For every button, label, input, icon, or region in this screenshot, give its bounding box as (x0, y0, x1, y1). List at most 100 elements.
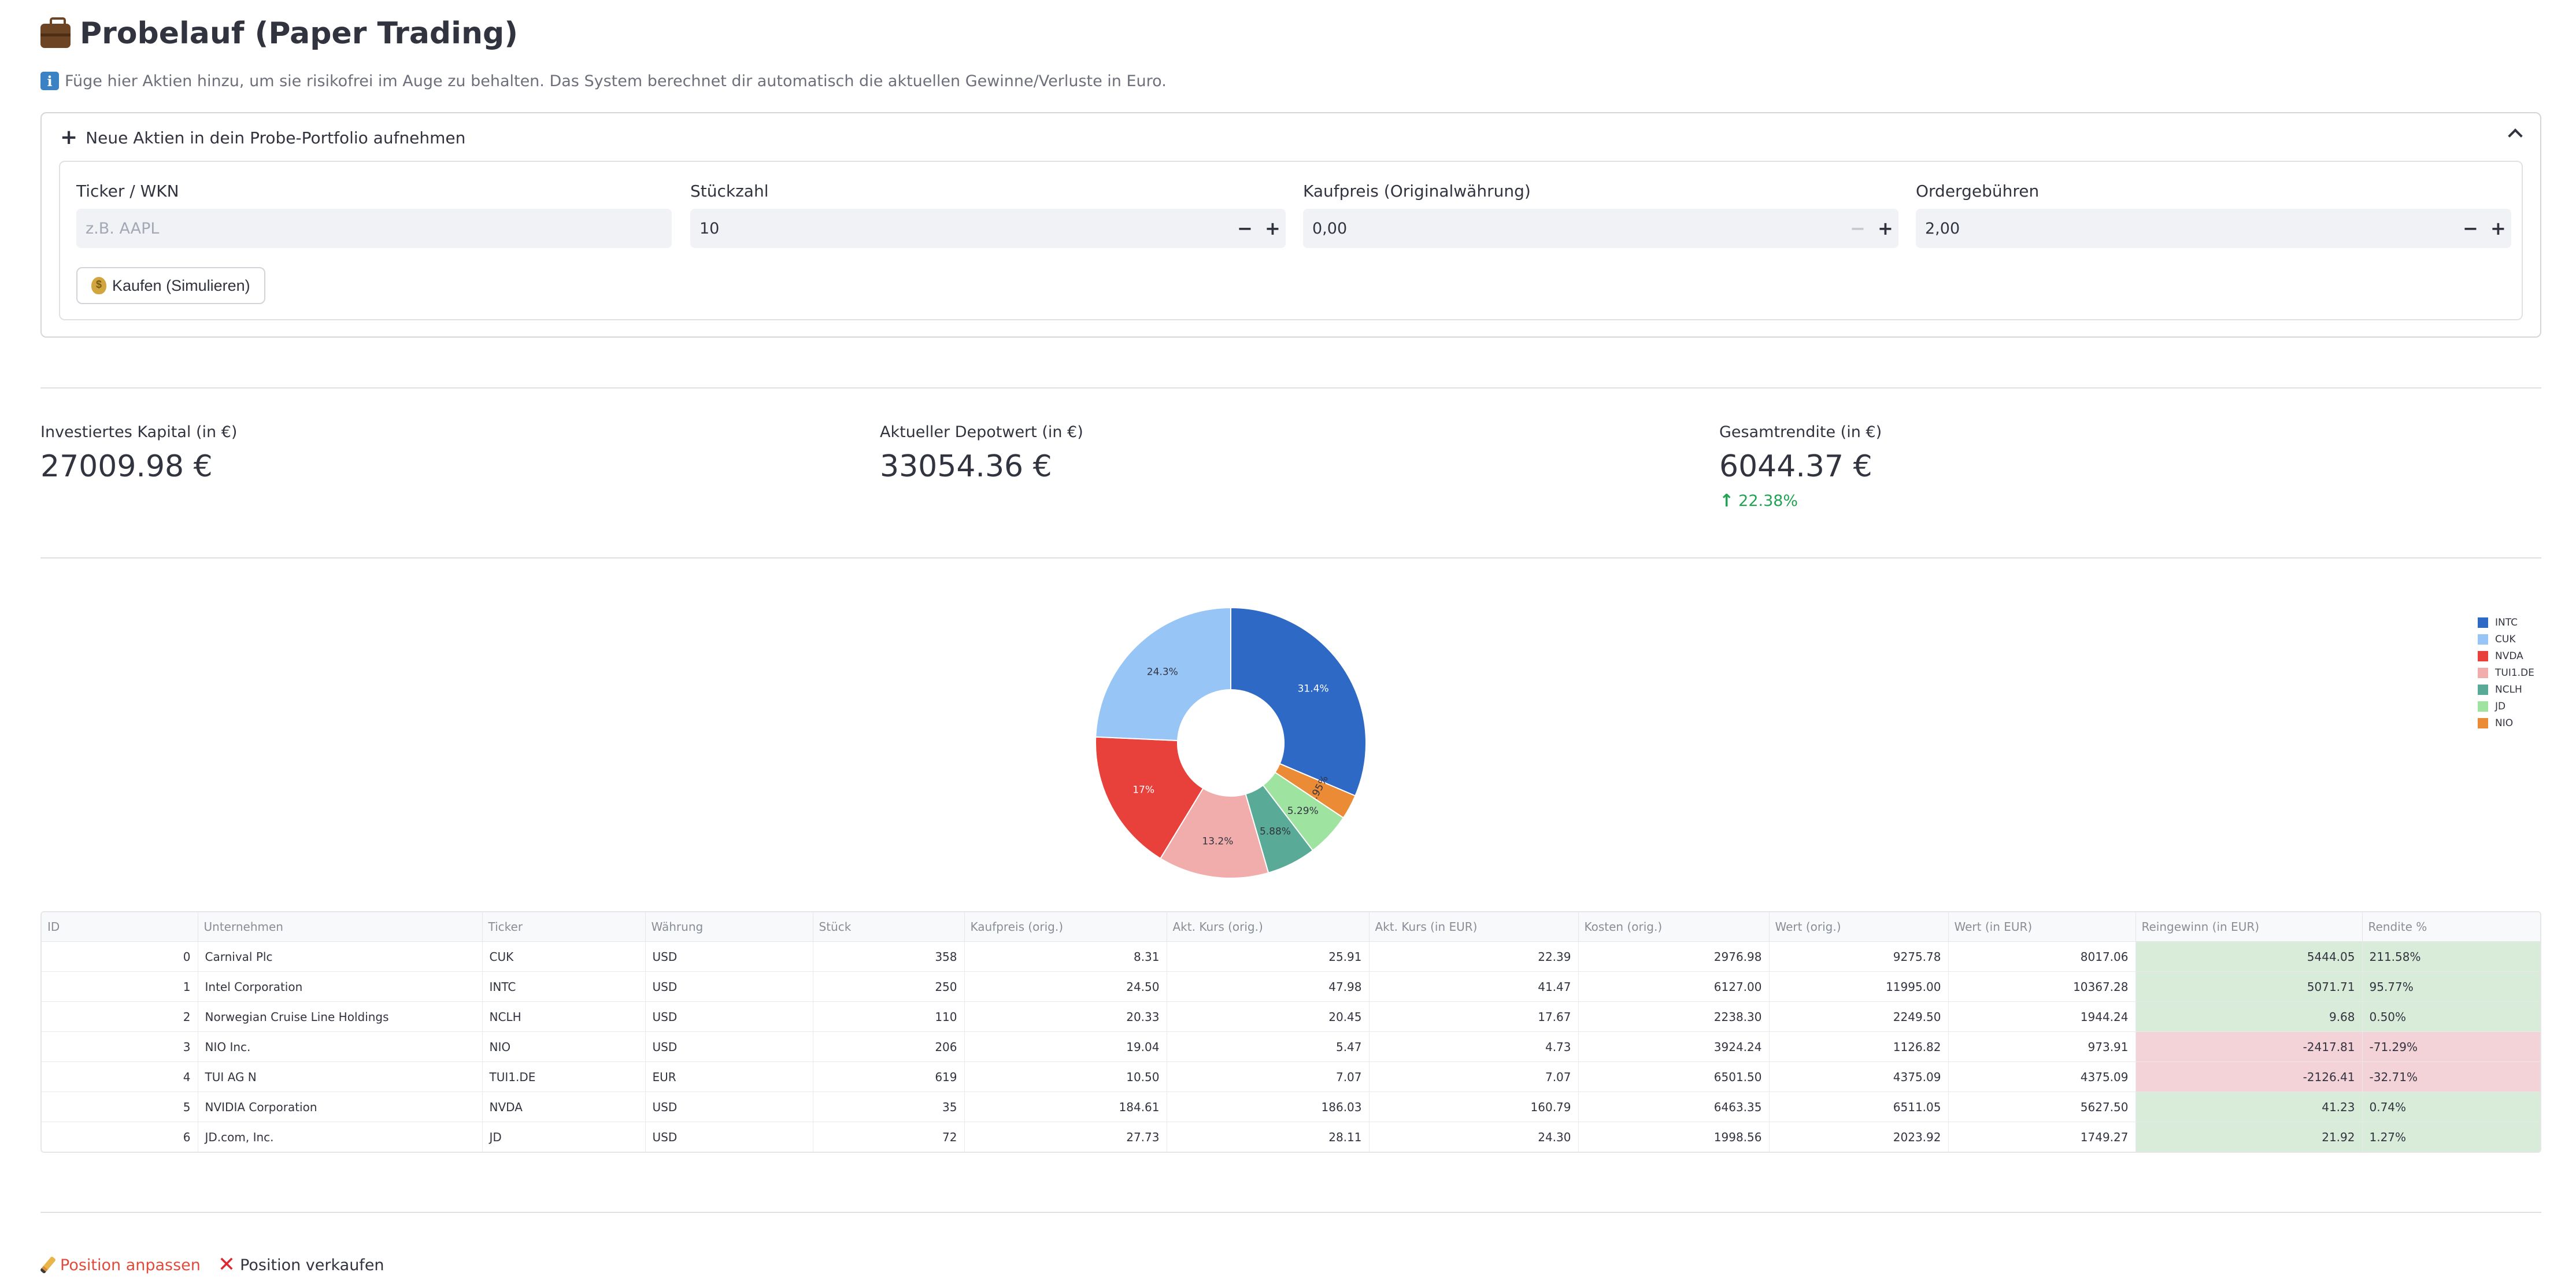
column-header[interactable]: Kaufpreis (orig.) (964, 912, 1167, 942)
buy-button[interactable]: Kaufen (Simulieren) (76, 267, 265, 304)
table-row[interactable]: 6 JD.com, Inc. JD USD 72 27.73 28.11 24.30 1998.… (42, 1122, 2540, 1152)
pie-slice-tui1-de[interactable] (1159, 787, 1270, 879)
pie-slice-cuk[interactable] (1095, 606, 1231, 741)
chevron-up-icon[interactable] (2508, 128, 2523, 143)
column-header[interactable]: Rendite % (2362, 912, 2540, 942)
add-stock-form: Ticker / WKN z.B. AAPL Stückzahl 10 − + … (59, 161, 2523, 320)
table-row[interactable]: 0 Carnival Plc CUK USD 358 8.31 25.91 22.39 2976… (42, 941, 2540, 972)
fees-input[interactable]: 2,00 − + (1916, 209, 2511, 248)
table-row[interactable]: 2 Norwegian Cruise Line Holdings NCLH USD 11… (42, 1001, 2540, 1032)
table-row[interactable]: 5 NVIDIA Corporation NVDA USD 35 184.61 186.03… (42, 1092, 2540, 1122)
sell-position-button[interactable]: ✕ Position verkaufen (218, 1255, 384, 1275)
column-header[interactable]: Ticker (482, 912, 646, 942)
minus-icon[interactable]: − (2463, 217, 2478, 239)
table-cell: 250 (813, 971, 965, 1002)
table-cell: 7.07 (1369, 1061, 1579, 1092)
metric-total: Gesamtrendite (in €) 6044.37 € ↑ 22.38% (1719, 423, 1882, 511)
table-cell: -2126.41 (2135, 1061, 2363, 1092)
legend-item-nclh[interactable]: NCLH (2478, 681, 2534, 698)
table-cell: TUI1.DE (482, 1061, 646, 1092)
table-cell: 25.91 (1167, 941, 1370, 972)
table-cell: 24.50 (964, 971, 1167, 1002)
page-title-text: Probelauf (Paper Trading) (80, 16, 518, 51)
table-cell: 2249.50 (1769, 1001, 1949, 1032)
column-header[interactable]: Stück (813, 912, 965, 942)
plus-icon[interactable]: + (1265, 217, 1280, 239)
table-cell: 20.45 (1167, 1001, 1370, 1032)
legend-item-nio[interactable]: NIO (2478, 715, 2534, 731)
column-header[interactable]: Unternehmen (198, 912, 483, 942)
column-header[interactable]: ID (42, 912, 198, 942)
table-cell: 21.92 (2135, 1122, 2363, 1152)
table-cell: 27.73 (964, 1122, 1167, 1152)
metric-total-value: 6044.37 € (1719, 449, 1872, 484)
plus-icon[interactable]: + (1878, 217, 1893, 239)
info-text-label: Füge hier Aktien hinzu, um sie risikofre… (65, 72, 1167, 90)
buy-button-label: Kaufen (Simulieren) (112, 276, 250, 294)
table-row[interactable]: 3 NIO Inc. NIO USD 206 19.04 5.47 4.73 3924.24 11… (42, 1031, 2540, 1062)
metric-invested-label: Investiertes Kapital (in €) (40, 423, 238, 441)
ticker-field: Ticker / WKN z.B. AAPL (76, 182, 672, 248)
table-cell: 184.61 (964, 1092, 1167, 1122)
column-header[interactable]: Wert (orig.) (1769, 912, 1949, 942)
pie-slice-intc[interactable] (1230, 606, 1367, 797)
plus-icon[interactable]: + (2490, 217, 2506, 239)
table-cell: 160.79 (1369, 1092, 1579, 1122)
table-cell: 5071.71 (2135, 971, 2363, 1002)
legend-swatch (2478, 684, 2488, 695)
table-cell: 3 (42, 1031, 198, 1062)
table-cell: 1944.24 (1948, 1001, 2136, 1032)
expander-header[interactable]: + Neue Aktien in dein Probe-Portfolio au… (60, 127, 465, 148)
table-cell: 358 (813, 941, 965, 972)
table-cell: 9.68 (2135, 1001, 2363, 1032)
edit-position-label: Position anpassen (60, 1256, 201, 1274)
price-label: Kaufpreis (Originalwährung) (1303, 182, 1531, 201)
table-cell: 41.47 (1369, 971, 1579, 1002)
legend-item-jd[interactable]: JD (2478, 698, 2534, 715)
info-icon: i (40, 72, 59, 90)
legend-item-cuk[interactable]: CUK (2478, 631, 2534, 648)
column-header[interactable]: Kosten (orig.) (1578, 912, 1770, 942)
table-cell: 22.39 (1369, 941, 1579, 972)
divider (40, 557, 2541, 558)
table-cell: 1126.82 (1769, 1031, 1949, 1062)
column-header[interactable]: Akt. Kurs (orig.) (1167, 912, 1370, 942)
price-input[interactable]: 0,00 − + (1303, 209, 1898, 248)
table-row[interactable]: 1 Intel Corporation INTC USD 250 24.50 47.98 41… (42, 971, 2540, 1002)
sell-position-label: Position verkaufen (240, 1256, 384, 1274)
table-cell: 4375.09 (1948, 1061, 2136, 1092)
table-cell: 0.74% (2362, 1092, 2540, 1122)
metric-current-value: 33054.36 € (880, 449, 1052, 484)
qty-input[interactable]: 10 − + (690, 209, 1286, 248)
table-cell: -2417.81 (2135, 1031, 2363, 1062)
metric-total-label: Gesamtrendite (in €) (1719, 423, 1882, 441)
legend-item-nvda[interactable]: NVDA (2478, 648, 2534, 664)
table-cell: 0 (42, 941, 198, 972)
column-header[interactable]: Reingewinn (in EUR) (2135, 912, 2363, 942)
minus-icon[interactable]: − (1850, 217, 1866, 239)
table-cell: USD (645, 1001, 813, 1032)
table-cell: 5.47 (1167, 1031, 1370, 1062)
column-header[interactable]: Währung (645, 912, 813, 942)
minus-icon[interactable]: − (1237, 217, 1253, 239)
info-text: i Füge hier Aktien hinzu, um sie risikof… (40, 72, 1167, 90)
column-header[interactable]: Akt. Kurs (in EUR) (1369, 912, 1579, 942)
table-cell: JD.com, Inc. (198, 1122, 483, 1152)
table-cell: 11995.00 (1769, 971, 1949, 1002)
table-cell: 10367.28 (1948, 971, 2136, 1002)
qty-stepper: − + (1237, 209, 1280, 248)
edit-position-button[interactable]: Position anpassen (39, 1255, 201, 1275)
pie-slice-nvda[interactable] (1095, 736, 1204, 860)
table-cell: 4.73 (1369, 1031, 1579, 1062)
legend-item-tui1-de[interactable]: TUI1.DE (2478, 664, 2534, 681)
table-row[interactable]: 4 TUI AG N TUI1.DE EUR 619 10.50 7.07 7.07 6501.… (42, 1061, 2540, 1092)
legend-item-intc[interactable]: INTC (2478, 614, 2534, 631)
table-cell: 19.04 (964, 1031, 1167, 1062)
table-cell: 95.77% (2362, 971, 2540, 1002)
table-cell: NCLH (482, 1001, 646, 1032)
table-cell: 72 (813, 1122, 965, 1152)
legend-label: JD (2495, 700, 2506, 712)
column-header[interactable]: Wert (in EUR) (1948, 912, 2136, 942)
table-cell: 6 (42, 1122, 198, 1152)
ticker-input[interactable]: z.B. AAPL (76, 209, 672, 248)
